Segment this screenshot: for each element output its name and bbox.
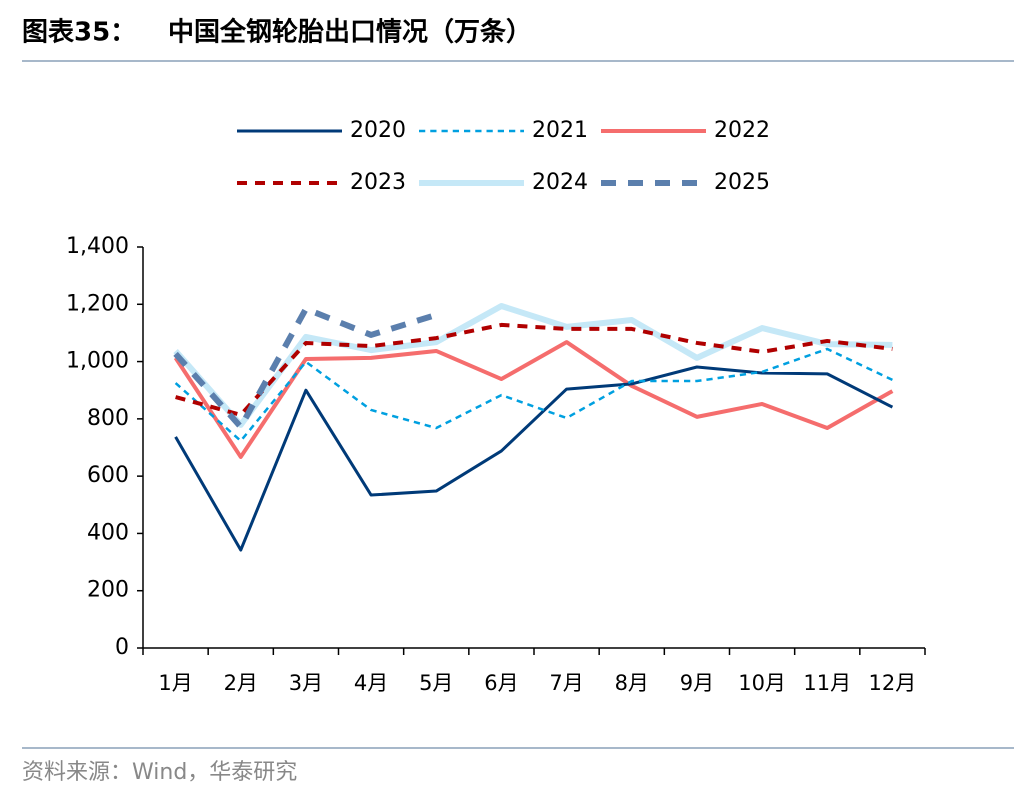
source: 资料来源：Wind，华泰研究 <box>22 760 297 785</box>
y-tick-label: 400 <box>87 520 129 545</box>
legend-label: 2021 <box>532 118 588 143</box>
y-tick-label: 200 <box>87 578 129 603</box>
x-tick-label: 4月 <box>354 671 388 695</box>
legend-label: 2025 <box>714 170 770 195</box>
x-tick-label: 10月 <box>738 671 786 695</box>
line-series <box>174 365 894 552</box>
chart-title: 中国全钢轮胎出口情况（万条） <box>168 17 532 48</box>
legend-label: 2024 <box>532 170 588 195</box>
x-tick-label: 3月 <box>289 671 323 695</box>
x-tick-label: 2月 <box>224 671 258 695</box>
y-tick-label: 0 <box>115 635 129 660</box>
y-tick-label: 1,200 <box>66 291 129 316</box>
y-tick-label: 800 <box>87 406 129 431</box>
x-tick-label: 8月 <box>615 671 649 695</box>
x-tick-label: 11月 <box>803 671 851 695</box>
line-series <box>173 305 438 430</box>
legend-label: 2022 <box>714 118 770 143</box>
line-series <box>173 340 894 459</box>
y-tick-label: 1,400 <box>66 234 129 259</box>
x-tick-label: 6月 <box>484 671 518 695</box>
line-series <box>173 303 893 428</box>
x-tick-label: 12月 <box>869 671 917 695</box>
x-tick-label: 5月 <box>419 671 453 695</box>
legend-label: 2020 <box>350 118 406 143</box>
x-tick-label: 7月 <box>549 671 583 695</box>
figure-label: 图表35： <box>22 18 136 48</box>
y-tick-label: 1,000 <box>66 349 129 374</box>
x-tick-label: 1月 <box>158 671 192 695</box>
legend-label: 2023 <box>350 170 406 195</box>
y-tick-label: 600 <box>87 463 129 488</box>
line-series <box>174 347 893 443</box>
line-series <box>175 322 893 417</box>
x-tick-label: 9月 <box>680 671 714 695</box>
